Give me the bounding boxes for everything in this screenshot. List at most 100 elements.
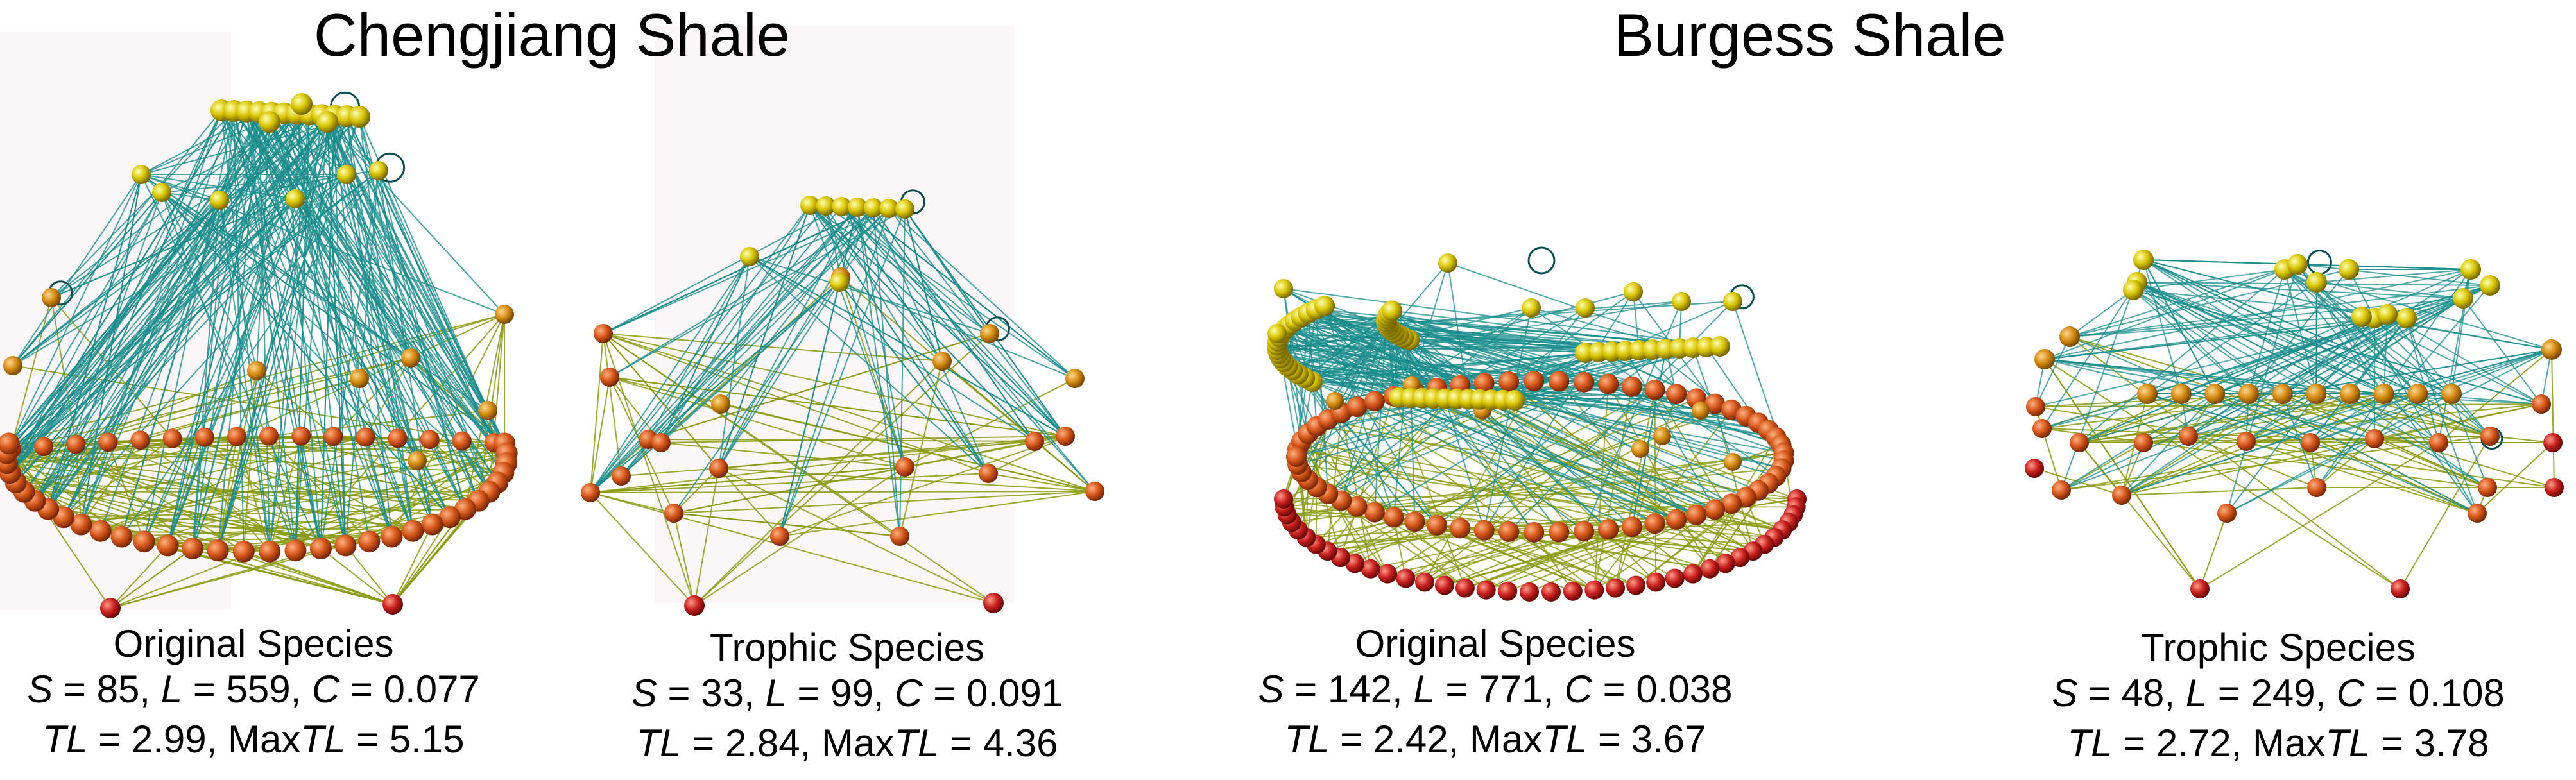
- feeding-link: [345, 170, 379, 546]
- feeding-link: [1327, 348, 1680, 495]
- species-node: [1404, 511, 1425, 532]
- feeding-link: [2069, 336, 2478, 514]
- feeding-link: [63, 112, 260, 518]
- feeding-link: [34, 174, 347, 502]
- cannibalism-loop: [1527, 246, 1556, 275]
- feeding-link: [2035, 336, 2070, 407]
- species-node: [684, 595, 705, 616]
- species-node: [1382, 300, 1403, 321]
- feeding-link: [857, 207, 900, 537]
- species-node: [259, 426, 279, 446]
- feeding-link: [99, 112, 260, 532]
- species-node: [1498, 581, 1518, 601]
- feeding-link: [1280, 357, 1697, 516]
- species-node: [1524, 371, 1545, 391]
- feeding-link: [749, 256, 990, 334]
- feeding-link: [857, 207, 1066, 437]
- species-node: [1455, 578, 1475, 598]
- species-node: [402, 520, 424, 542]
- caption-tl-line: TL = 2.84, MaxTL = 4.36: [636, 722, 1058, 765]
- feeding-link: [1593, 384, 1610, 590]
- feeding-link: [904, 208, 943, 362]
- feeding-link: [219, 174, 347, 201]
- feeding-link: [1608, 384, 1711, 570]
- species-node: [651, 433, 671, 452]
- feeding-link: [1459, 384, 1616, 589]
- feeding-link: [2310, 318, 2407, 443]
- species-node: [1665, 568, 1685, 588]
- species-node: [2237, 432, 2256, 451]
- feeding-link: [2041, 428, 2488, 488]
- species-node: [2468, 504, 2487, 523]
- feeding-link: [2069, 298, 2464, 337]
- cannibalism-loop: [2306, 250, 2332, 275]
- feeding-link: [2121, 393, 2216, 496]
- feeding-link: [2316, 438, 2375, 488]
- feeding-link: [904, 208, 990, 334]
- feeding-link: [673, 513, 695, 606]
- feeding-link: [172, 437, 413, 532]
- feeding-link: [694, 333, 990, 606]
- species-node: [2396, 308, 2417, 328]
- feeding-link: [110, 545, 169, 609]
- feeding-link: [2374, 403, 2542, 439]
- species-node: [2543, 433, 2563, 452]
- feeding-link: [1625, 350, 1715, 510]
- feeding-link: [1484, 529, 1710, 570]
- feeding-link: [718, 207, 858, 469]
- feeding-link: [609, 377, 1066, 437]
- species-node: [2391, 579, 2410, 598]
- feeding-link: [809, 205, 1035, 442]
- feeding-link: [872, 207, 989, 474]
- species-node: [816, 196, 836, 216]
- feeding-link: [1327, 398, 1457, 495]
- feeding-link: [1479, 398, 1715, 511]
- self-loops-layer: [47, 91, 2503, 450]
- feeding-link: [2044, 359, 2201, 589]
- feeding-link: [720, 207, 874, 405]
- feeding-link: [2284, 269, 2552, 350]
- feeding-link: [1292, 326, 1389, 371]
- feeding-link: [321, 114, 411, 359]
- species-node: [0, 432, 20, 455]
- feeding-link: [51, 121, 328, 298]
- feeding-link: [590, 208, 889, 493]
- feeding-link: [23, 121, 328, 493]
- species-node: [1710, 336, 1730, 357]
- feeding-link: [590, 207, 874, 493]
- feeding-link: [899, 360, 943, 537]
- species-node: [133, 530, 155, 553]
- caption-cj-original: Original Species S = 85, L = 559, C = 0.…: [0, 623, 507, 765]
- species-node: [1626, 575, 1646, 595]
- feeding-link: [2349, 393, 2439, 443]
- feeding-link: [857, 207, 1076, 379]
- feeding-link: [2181, 269, 2471, 394]
- species-node: [452, 431, 472, 451]
- feeding-link: [192, 112, 260, 549]
- feeding-link: [161, 192, 505, 445]
- feeding-link: [2079, 393, 2215, 443]
- feeding-link: [346, 174, 506, 444]
- feeding-link: [1393, 339, 1411, 518]
- species-node: [979, 464, 998, 483]
- species-node: [1584, 580, 1604, 600]
- species-node: [830, 273, 849, 292]
- feeding-link: [2406, 285, 2491, 319]
- species-node: [381, 525, 403, 548]
- species-node: [323, 427, 343, 446]
- species-node: [1666, 384, 1687, 405]
- feeding-link: [2245, 349, 2552, 442]
- species-node: [980, 324, 999, 343]
- feeding-link: [839, 282, 989, 474]
- feeding-link: [295, 114, 310, 551]
- feeding-link: [718, 468, 994, 604]
- feeding-link: [590, 492, 994, 604]
- feeding-link: [888, 208, 1076, 379]
- feeding-link: [9, 192, 162, 473]
- feeding-link: [12, 110, 222, 366]
- feeding-link: [779, 208, 890, 537]
- feeding-link: [2133, 289, 2542, 405]
- species-node: [100, 598, 121, 618]
- species-node: [1426, 514, 1447, 536]
- feeding-link: [603, 206, 842, 334]
